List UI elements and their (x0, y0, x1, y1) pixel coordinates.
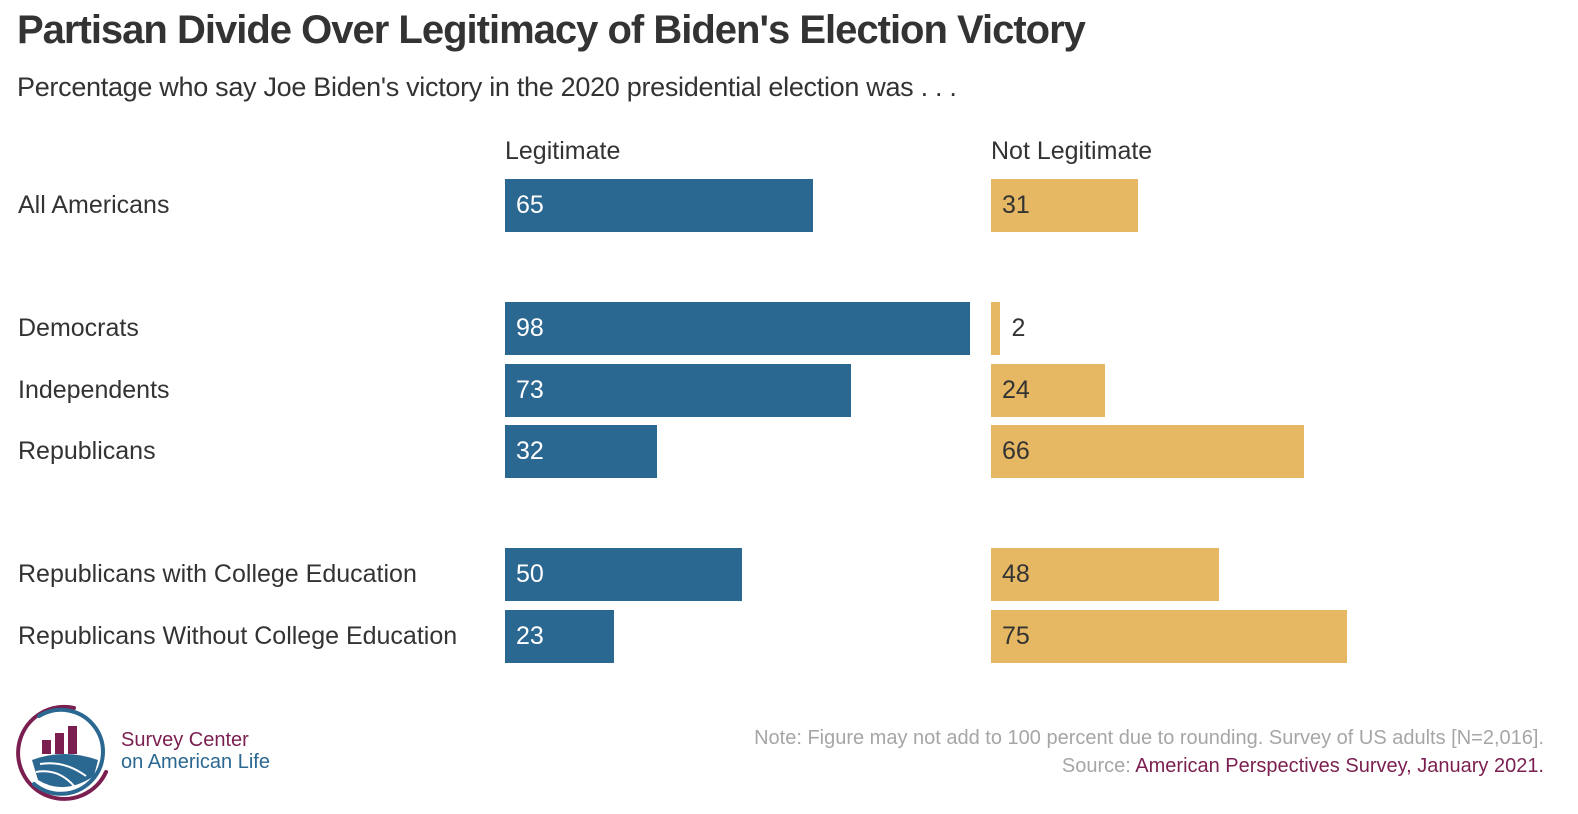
logo-line-1: Survey Center (121, 729, 249, 751)
panel-header-not-legitimate: Not Legitimate (991, 137, 1153, 165)
data-label-not-legitimate-independents: 24 (1002, 376, 1030, 404)
data-label-legitimate-republicans-without-college-education: 23 (516, 622, 544, 650)
data-label-not-legitimate-republicans-with-college-education: 48 (1002, 560, 1030, 588)
row-label-republicans: Republicans (18, 437, 156, 465)
data-label-legitimate-independents: 73 (516, 376, 544, 404)
row-label-republicans-with-college-education: Republicans with College Education (18, 560, 417, 588)
logo-line-2: on American Life (121, 751, 270, 773)
row-label-independents: Independents (18, 376, 170, 404)
data-label-not-legitimate-democrats: 2 (1011, 314, 1026, 342)
data-label-legitimate-all-americans: 65 (516, 191, 544, 219)
data-label-not-legitimate-republicans: 66 (1002, 437, 1030, 465)
bar-not-legitimate-republicans (991, 425, 1305, 478)
survey-center-logo-icon (16, 704, 108, 801)
panel-header-legitimate: Legitimate (505, 137, 621, 165)
footnote: Note: Figure may not add to 100 percent … (754, 727, 1544, 749)
row-label-democrats: Democrats (18, 314, 139, 342)
logo-text: Survey Center on American Life (121, 729, 270, 773)
bar-legitimate-democrats (505, 302, 970, 355)
source-line: Source: American Perspectives Survey, Ja… (1062, 755, 1544, 778)
bar-legitimate-republicans-with-college-education (505, 548, 743, 601)
bar-legitimate-all-americans (505, 179, 814, 232)
source-prefix: Source: (1061, 755, 1136, 777)
bar-legitimate-republicans (505, 425, 657, 478)
data-label-not-legitimate-republicans-without-college-education: 75 (1002, 622, 1030, 650)
data-label-legitimate-republicans-with-college-education: 50 (516, 560, 544, 588)
chart-title: Partisan Divide Over Legitimacy of Biden… (17, 8, 1086, 52)
bar-not-legitimate-republicans-with-college-education (991, 548, 1219, 601)
source-link[interactable]: American Perspectives Survey, January 20… (1135, 755, 1544, 777)
bar-legitimate-independents (505, 364, 852, 417)
bar-not-legitimate-democrats (991, 302, 1001, 355)
bar-not-legitimate-republicans-without-college-education (991, 610, 1347, 663)
data-label-not-legitimate-all-americans: 31 (1002, 191, 1030, 219)
row-label-all-americans: All Americans (18, 191, 170, 219)
bar-legitimate-republicans-without-college-education (505, 610, 615, 663)
data-label-legitimate-democrats: 98 (516, 314, 544, 342)
row-label-republicans-without-college-education: Republicans Without College Education (18, 622, 458, 650)
bar-not-legitimate-all-americans (991, 179, 1139, 232)
chart-subtitle: Percentage who say Joe Biden's victory i… (17, 72, 957, 102)
bar-not-legitimate-independents (991, 364, 1105, 417)
data-label-legitimate-republicans: 32 (516, 437, 544, 465)
